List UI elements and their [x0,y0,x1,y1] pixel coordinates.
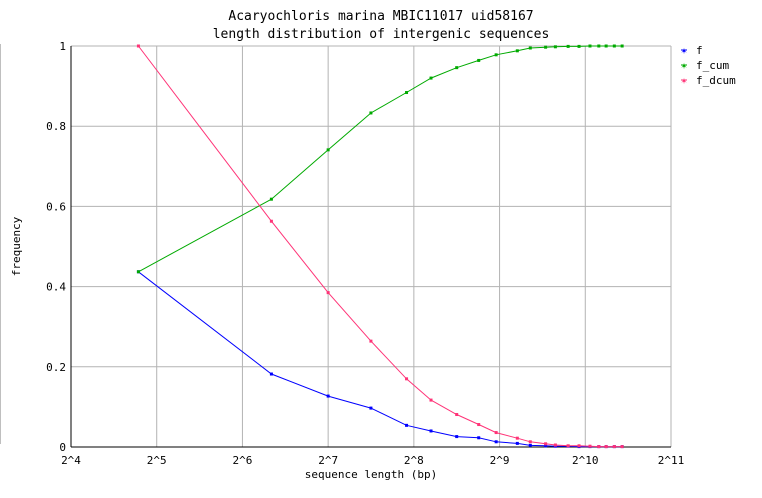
y-tick-label: 0 [59,441,66,454]
data-point [405,423,409,427]
x-tick-label: 2^6 [232,454,252,467]
data-point [597,445,601,449]
chart-title: Acaryochloris marina MBIC11017 uid58167 [228,9,534,24]
data-point [553,45,557,49]
data-point [577,44,581,48]
data-point [612,44,616,48]
data-point [369,406,373,410]
data-point [515,436,519,440]
data-point [477,423,481,427]
data-point [269,372,273,376]
data-point [326,148,330,152]
y-tick-label: 0.8 [46,120,66,133]
series-f_cum [136,44,624,274]
x-tick-label: 2^8 [404,454,424,467]
data-point [544,442,548,446]
data-point [612,445,616,449]
data-point [544,444,548,448]
chart-subtitle: length distribution of intergenic sequen… [212,27,550,42]
data-point [369,111,373,115]
data-point [577,444,581,448]
data-point [455,413,459,417]
legend-marker: ✶ [681,61,687,72]
data-point [326,394,330,398]
data-point [455,66,459,70]
y-tick-label: 0.4 [46,281,66,294]
data-point [429,76,433,80]
y-axis-label: frequency [10,216,23,276]
legend-label: f_dcum [696,74,736,87]
data-point [588,44,592,48]
data-point [455,435,459,439]
legend-marker: ✶ [681,46,687,57]
gridlines [70,45,672,448]
data-point [515,49,519,53]
data-point [620,44,624,48]
x-tick-label: 2^9 [490,454,510,467]
legend-label: f [696,44,703,57]
data-point [566,444,570,448]
data-point [429,429,433,433]
data-point [136,44,140,48]
series-line [138,271,623,448]
data-point [429,398,433,402]
data-point [604,445,608,449]
data-point [528,440,532,444]
data-point [494,431,498,435]
data-point [326,291,330,295]
data-point [494,53,498,57]
series-line [138,45,623,448]
data-point [566,44,570,48]
x-tick-label: 2^4 [61,454,81,467]
data-point [528,443,532,447]
legend: ✶ f ✶ f_cum ✶ f_dcum [681,44,736,87]
data-point [136,270,140,274]
data-point [477,58,481,62]
x-tick-label: 2^11 [658,454,685,467]
data-point [269,197,273,201]
x-tick-label: 2^7 [318,454,338,467]
data-point [597,44,601,48]
y-tick-label: 0.6 [46,200,66,213]
data-point [588,444,592,448]
y-tick-label: 0.2 [46,361,66,374]
x-tick-label: 2^10 [572,454,599,467]
data-point [528,46,532,50]
left-border-rule [0,44,1,444]
x-tick-label: 2^5 [147,454,167,467]
series-line [138,45,623,273]
data-point [369,339,373,343]
data-point [494,440,498,444]
series-f_dcum [136,44,624,449]
data-point [515,441,519,445]
data-point [620,445,624,449]
data-point [405,91,409,95]
data-point [604,44,608,48]
data-point [477,436,481,440]
x-axis-label: sequence length (bp) [305,468,437,481]
data-point [553,443,557,447]
legend-label: f_cum [696,59,729,72]
data-point [269,219,273,223]
data-point [405,377,409,381]
data-point [544,45,548,49]
series-f [136,270,624,449]
y-tick-label: 1 [59,40,66,53]
legend-marker: ✶ [681,76,687,87]
